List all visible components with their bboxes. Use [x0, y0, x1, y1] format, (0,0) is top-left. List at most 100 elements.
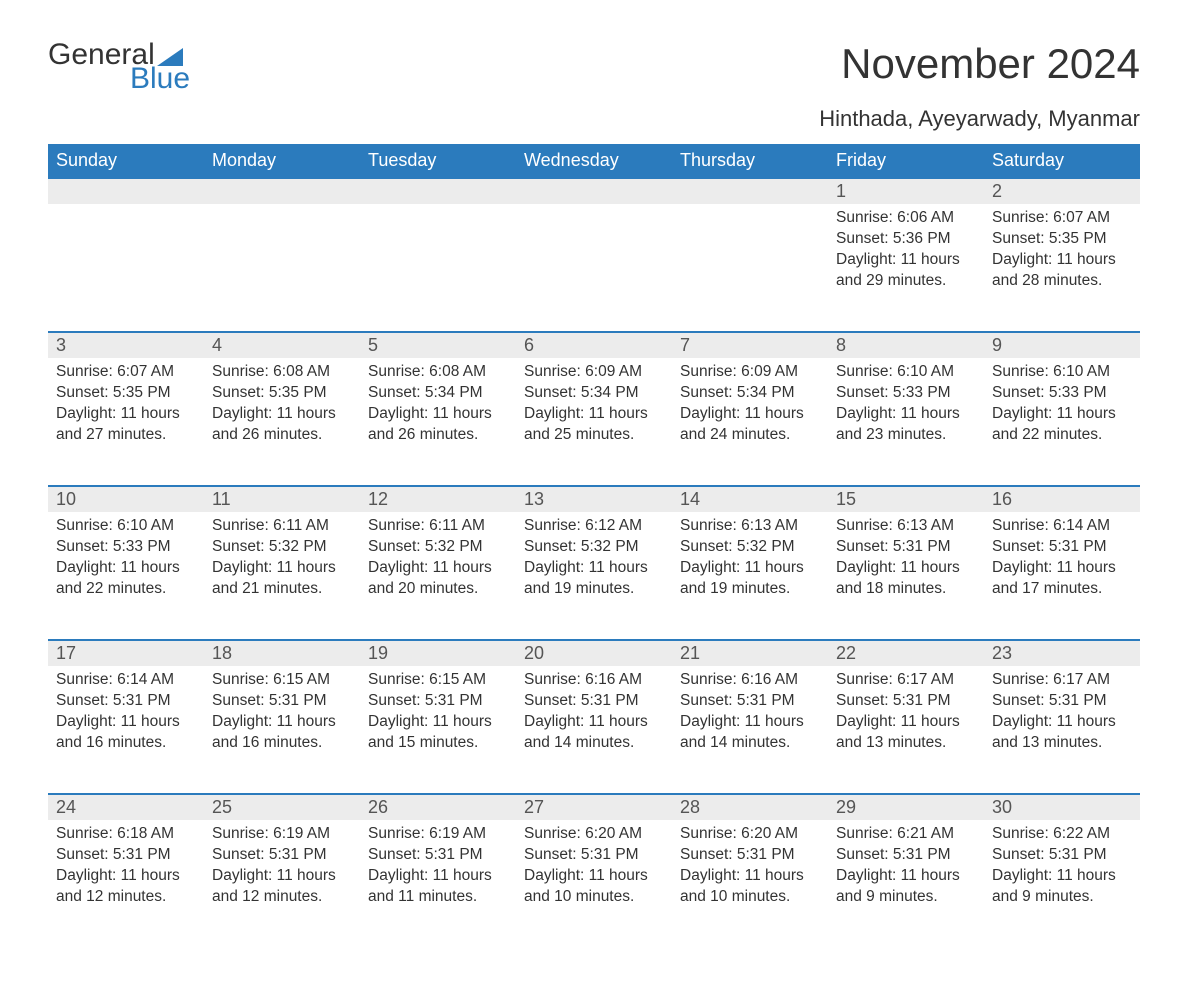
sunrise-line: Sunrise: 6:16 AM — [680, 670, 820, 691]
daylight-line: Daylight: 11 hours and 24 minutes. — [680, 404, 820, 446]
day-number-cell: 8 — [828, 332, 984, 358]
sunrise-line: Sunrise: 6:11 AM — [212, 516, 352, 537]
daylight-line: Daylight: 11 hours and 9 minutes. — [992, 866, 1132, 908]
sunrise-calendar: SundayMondayTuesdayWednesdayThursdayFrid… — [48, 144, 1140, 948]
day-content-cell — [204, 204, 360, 332]
sunrise-line: Sunrise: 6:19 AM — [212, 824, 352, 845]
day-number-cell: 30 — [984, 794, 1140, 820]
daylight-line: Daylight: 11 hours and 23 minutes. — [836, 404, 976, 446]
daylight-line: Daylight: 11 hours and 26 minutes. — [368, 404, 508, 446]
day-number-cell: 14 — [672, 486, 828, 512]
day-content-row: Sunrise: 6:10 AMSunset: 5:33 PMDaylight:… — [48, 512, 1140, 640]
day-content-cell: Sunrise: 6:21 AMSunset: 5:31 PMDaylight:… — [828, 820, 984, 948]
sunrise-line: Sunrise: 6:20 AM — [524, 824, 664, 845]
day-number-cell: 15 — [828, 486, 984, 512]
sunset-line: Sunset: 5:31 PM — [368, 691, 508, 712]
sunset-line: Sunset: 5:31 PM — [992, 537, 1132, 558]
sunset-line: Sunset: 5:35 PM — [212, 383, 352, 404]
weekday-header: Wednesday — [516, 144, 672, 178]
day-content-cell: Sunrise: 6:10 AMSunset: 5:33 PMDaylight:… — [984, 358, 1140, 486]
day-number-cell — [204, 178, 360, 204]
sunset-line: Sunset: 5:35 PM — [992, 229, 1132, 250]
sunrise-line: Sunrise: 6:17 AM — [836, 670, 976, 691]
day-number-cell: 9 — [984, 332, 1140, 358]
location-subtitle: Hinthada, Ayeyarwady, Myanmar — [819, 106, 1140, 132]
day-number-cell: 4 — [204, 332, 360, 358]
day-number-row: 3456789 — [48, 332, 1140, 358]
sunset-line: Sunset: 5:31 PM — [524, 845, 664, 866]
day-content-row: Sunrise: 6:06 AMSunset: 5:36 PMDaylight:… — [48, 204, 1140, 332]
day-content-cell: Sunrise: 6:08 AMSunset: 5:34 PMDaylight:… — [360, 358, 516, 486]
daylight-line: Daylight: 11 hours and 25 minutes. — [524, 404, 664, 446]
day-number-cell: 23 — [984, 640, 1140, 666]
day-number-row: 17181920212223 — [48, 640, 1140, 666]
daylight-line: Daylight: 11 hours and 14 minutes. — [524, 712, 664, 754]
daylight-line: Daylight: 11 hours and 29 minutes. — [836, 250, 976, 292]
day-content-cell: Sunrise: 6:13 AMSunset: 5:32 PMDaylight:… — [672, 512, 828, 640]
daylight-line: Daylight: 11 hours and 17 minutes. — [992, 558, 1132, 600]
weekday-header: Sunday — [48, 144, 204, 178]
daylight-line: Daylight: 11 hours and 21 minutes. — [212, 558, 352, 600]
day-content-row: Sunrise: 6:18 AMSunset: 5:31 PMDaylight:… — [48, 820, 1140, 948]
weekday-header: Friday — [828, 144, 984, 178]
sunrise-line: Sunrise: 6:15 AM — [212, 670, 352, 691]
sunset-line: Sunset: 5:33 PM — [992, 383, 1132, 404]
sunset-line: Sunset: 5:31 PM — [524, 691, 664, 712]
day-content-cell: Sunrise: 6:17 AMSunset: 5:31 PMDaylight:… — [828, 666, 984, 794]
weekday-header-row: SundayMondayTuesdayWednesdayThursdayFrid… — [48, 144, 1140, 178]
day-content-cell: Sunrise: 6:15 AMSunset: 5:31 PMDaylight:… — [204, 666, 360, 794]
sunset-line: Sunset: 5:31 PM — [368, 845, 508, 866]
sunset-line: Sunset: 5:31 PM — [836, 691, 976, 712]
day-number-cell: 17 — [48, 640, 204, 666]
sunset-line: Sunset: 5:36 PM — [836, 229, 976, 250]
sunrise-line: Sunrise: 6:07 AM — [992, 208, 1132, 229]
day-number-cell: 11 — [204, 486, 360, 512]
sunset-line: Sunset: 5:33 PM — [56, 537, 196, 558]
sunrise-line: Sunrise: 6:14 AM — [56, 670, 196, 691]
sunset-line: Sunset: 5:32 PM — [212, 537, 352, 558]
sunset-line: Sunset: 5:32 PM — [524, 537, 664, 558]
daylight-line: Daylight: 11 hours and 16 minutes. — [212, 712, 352, 754]
daylight-line: Daylight: 11 hours and 20 minutes. — [368, 558, 508, 600]
day-number-cell: 7 — [672, 332, 828, 358]
day-content-cell — [360, 204, 516, 332]
day-content-cell — [48, 204, 204, 332]
sunrise-line: Sunrise: 6:14 AM — [992, 516, 1132, 537]
daylight-line: Daylight: 11 hours and 13 minutes. — [836, 712, 976, 754]
day-content-cell: Sunrise: 6:12 AMSunset: 5:32 PMDaylight:… — [516, 512, 672, 640]
day-content-cell: Sunrise: 6:16 AMSunset: 5:31 PMDaylight:… — [672, 666, 828, 794]
daylight-line: Daylight: 11 hours and 10 minutes. — [680, 866, 820, 908]
daylight-line: Daylight: 11 hours and 18 minutes. — [836, 558, 976, 600]
sunrise-line: Sunrise: 6:13 AM — [680, 516, 820, 537]
sunrise-line: Sunrise: 6:10 AM — [992, 362, 1132, 383]
day-content-cell: Sunrise: 6:08 AMSunset: 5:35 PMDaylight:… — [204, 358, 360, 486]
day-number-cell: 1 — [828, 178, 984, 204]
sunset-line: Sunset: 5:31 PM — [212, 845, 352, 866]
day-number-cell — [48, 178, 204, 204]
weekday-header: Monday — [204, 144, 360, 178]
day-number-cell: 24 — [48, 794, 204, 820]
daylight-line: Daylight: 11 hours and 22 minutes. — [56, 558, 196, 600]
sunrise-line: Sunrise: 6:10 AM — [56, 516, 196, 537]
day-content-cell: Sunrise: 6:13 AMSunset: 5:31 PMDaylight:… — [828, 512, 984, 640]
day-number-cell: 27 — [516, 794, 672, 820]
day-content-cell: Sunrise: 6:06 AMSunset: 5:36 PMDaylight:… — [828, 204, 984, 332]
sunset-line: Sunset: 5:31 PM — [56, 691, 196, 712]
sunset-line: Sunset: 5:31 PM — [836, 537, 976, 558]
sunset-line: Sunset: 5:32 PM — [680, 537, 820, 558]
sunrise-line: Sunrise: 6:22 AM — [992, 824, 1132, 845]
page-title: November 2024 — [819, 40, 1140, 88]
sunset-line: Sunset: 5:34 PM — [368, 383, 508, 404]
sunrise-line: Sunrise: 6:18 AM — [56, 824, 196, 845]
day-content-cell: Sunrise: 6:14 AMSunset: 5:31 PMDaylight:… — [48, 666, 204, 794]
day-number-cell: 22 — [828, 640, 984, 666]
sunrise-line: Sunrise: 6:11 AM — [368, 516, 508, 537]
day-number-row: 10111213141516 — [48, 486, 1140, 512]
day-content-cell: Sunrise: 6:15 AMSunset: 5:31 PMDaylight:… — [360, 666, 516, 794]
day-content-cell: Sunrise: 6:07 AMSunset: 5:35 PMDaylight:… — [48, 358, 204, 486]
day-content-cell: Sunrise: 6:09 AMSunset: 5:34 PMDaylight:… — [516, 358, 672, 486]
day-number-cell — [672, 178, 828, 204]
daylight-line: Daylight: 11 hours and 15 minutes. — [368, 712, 508, 754]
day-content-cell: Sunrise: 6:10 AMSunset: 5:33 PMDaylight:… — [828, 358, 984, 486]
daylight-line: Daylight: 11 hours and 10 minutes. — [524, 866, 664, 908]
